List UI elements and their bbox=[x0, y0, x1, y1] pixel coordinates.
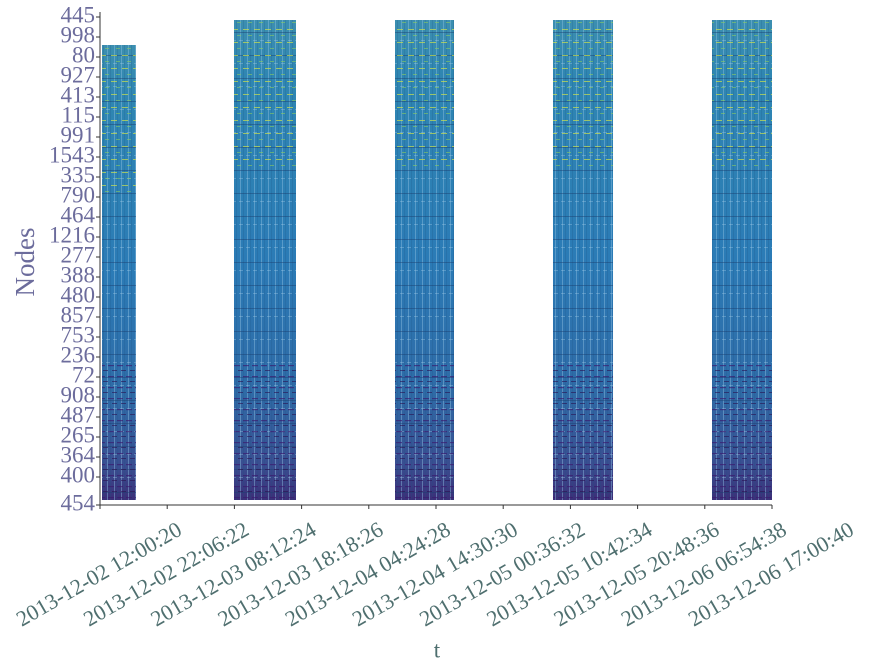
y-tick-label: 236 bbox=[61, 342, 96, 367]
band-highlight bbox=[552, 20, 614, 170]
y-tick-label: 790 bbox=[61, 182, 96, 207]
y-tick-label: 265 bbox=[61, 422, 96, 447]
y-tick-label: 487 bbox=[61, 402, 96, 427]
y-tick-label: 1543 bbox=[49, 142, 95, 167]
band-highlight bbox=[234, 20, 296, 170]
y-tick-label: 998 bbox=[61, 22, 96, 47]
y-tick-label: 388 bbox=[61, 262, 96, 287]
band-lowlight bbox=[234, 360, 296, 500]
y-tick-label: 277 bbox=[61, 242, 96, 267]
band-lowlight bbox=[101, 360, 137, 500]
y-tick-label: 991 bbox=[61, 122, 96, 147]
y-tick-label: 400 bbox=[61, 462, 96, 487]
y-tick-label: 927 bbox=[61, 62, 96, 87]
y-tick-label: 454 bbox=[61, 490, 96, 515]
y-tick-label: 115 bbox=[61, 102, 95, 127]
y-tick-label: 445 bbox=[61, 2, 96, 27]
y-tick-label: 413 bbox=[61, 82, 96, 107]
y-tick-label: 464 bbox=[61, 202, 96, 227]
band-lowlight bbox=[552, 360, 614, 500]
band-highlight bbox=[101, 45, 137, 195]
band-highlight bbox=[395, 20, 455, 170]
y-tick-label: 857 bbox=[61, 302, 96, 327]
y-tick-label: 72 bbox=[72, 362, 95, 387]
y-tick-label: 753 bbox=[61, 322, 96, 347]
y-tick-label: 1216 bbox=[49, 222, 95, 247]
band-lowlight bbox=[395, 360, 455, 500]
band-highlight bbox=[712, 20, 772, 170]
y-tick-label: 80 bbox=[72, 42, 95, 67]
band-lowlight bbox=[712, 360, 772, 500]
activity-bands bbox=[101, 20, 772, 500]
y-tick-label: 364 bbox=[61, 442, 96, 467]
y-tick-label: 908 bbox=[61, 382, 96, 407]
x-axis-title: t bbox=[434, 637, 441, 662]
y-axis-title: Nodes bbox=[10, 228, 40, 297]
y-tick-label: 480 bbox=[61, 282, 96, 307]
y-tick-label: 335 bbox=[61, 162, 96, 187]
